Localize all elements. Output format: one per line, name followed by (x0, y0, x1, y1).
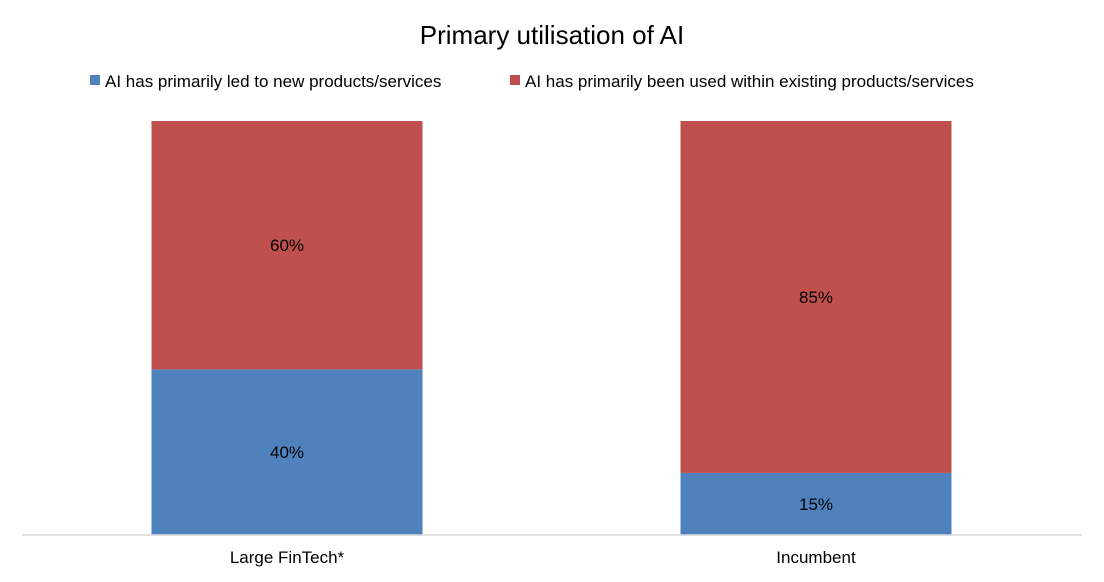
legend-label-existing-products: AI has primarily been used within existi… (525, 72, 974, 91)
data-label-incumbent-existing-products: 85% (799, 288, 833, 307)
data-label-large-fintech-existing-products: 60% (270, 236, 304, 255)
data-label-incumbent-new-products: 15% (799, 495, 833, 514)
legend-swatch-existing-products (510, 75, 520, 85)
legend-swatch-new-products (90, 75, 100, 85)
bars-group (151, 121, 952, 535)
legend: AI has primarily led to new products/ser… (90, 72, 974, 91)
data-labels-group: 40% 60% 15% 85% (270, 236, 833, 514)
category-label-large-fintech: Large FinTech* (230, 548, 345, 567)
legend-label-new-products: AI has primarily led to new products/ser… (105, 72, 441, 91)
chart-title: Primary utilisation of AI (420, 20, 684, 50)
bar-large-fintech-new-products (151, 369, 423, 535)
data-label-large-fintech-new-products: 40% (270, 443, 304, 462)
bar-large-fintech-existing-products (151, 121, 423, 370)
bar-incumbent-existing-products (680, 121, 952, 473)
category-label-incumbent: Incumbent (776, 548, 856, 567)
bar-incumbent-new-products (680, 472, 952, 535)
